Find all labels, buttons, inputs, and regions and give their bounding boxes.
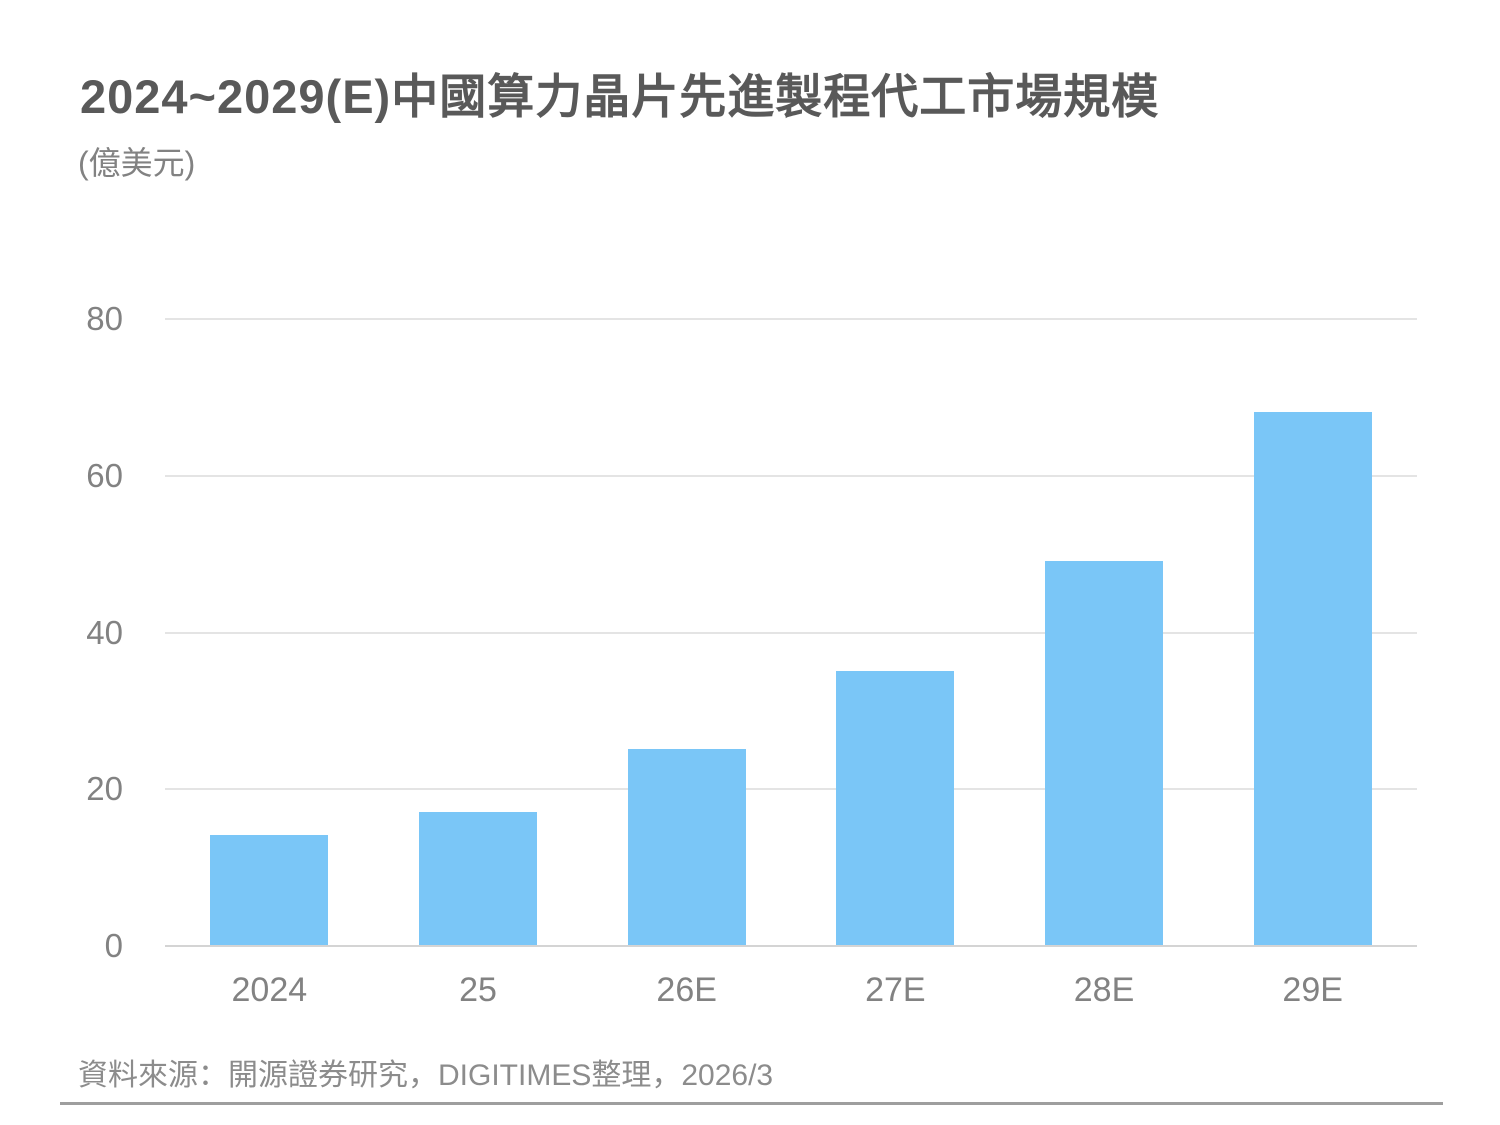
gridline-60 [165,474,1417,477]
gridline-80 [165,318,1417,320]
plot-area [165,318,1417,947]
bar-29E [1253,412,1372,945]
y-tick-label-20: 20 [86,770,123,808]
bar-2024 [210,835,329,945]
x-axis-line [165,945,1417,947]
x-tick-label-28E: 28E [1073,971,1135,1009]
x-tick-label-2024: 2024 [231,971,308,1009]
bar-25 [419,811,537,945]
x-tick-label-27E: 27E [865,971,926,1009]
bar-27E [836,670,955,945]
bar-28E [1045,560,1163,945]
x-tick-label-29E: 29E [1282,971,1343,1009]
y-tick-label-60: 60 [86,456,123,494]
y-tick-label-0: 0 [104,927,123,964]
x-tick-label-25: 25 [459,971,497,1009]
gridline-20 [165,788,1417,791]
chart-title: 2024~2029(E)中國算力晶片先進製程代工市場規模 [80,70,1160,123]
bar-26E [627,749,746,945]
source-note: 資料來源：開源證券研究，DIGITIMES整理，2026/3 [78,1059,774,1092]
y-tick-label-40: 40 [86,613,123,651]
gridline-40 [165,631,1417,634]
footer-divider [60,1102,1443,1105]
unit-label: (億美元) [78,145,196,181]
y-tick-label-80: 80 [86,300,123,337]
x-tick-label-26E: 26E [656,971,717,1009]
